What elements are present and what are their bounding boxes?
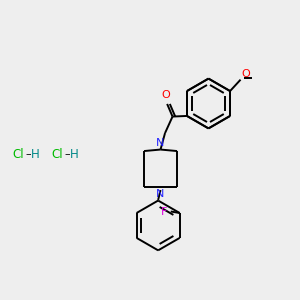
Text: N: N [156,138,165,148]
Text: F: F [160,206,167,217]
Text: H: H [70,148,79,161]
Text: O: O [161,90,170,100]
Text: N: N [156,189,165,199]
Text: –: – [65,149,70,160]
Text: Cl: Cl [12,148,24,161]
Text: –: – [26,149,31,160]
Text: O: O [242,69,250,79]
Text: H: H [31,148,40,161]
Text: Cl: Cl [51,148,63,161]
